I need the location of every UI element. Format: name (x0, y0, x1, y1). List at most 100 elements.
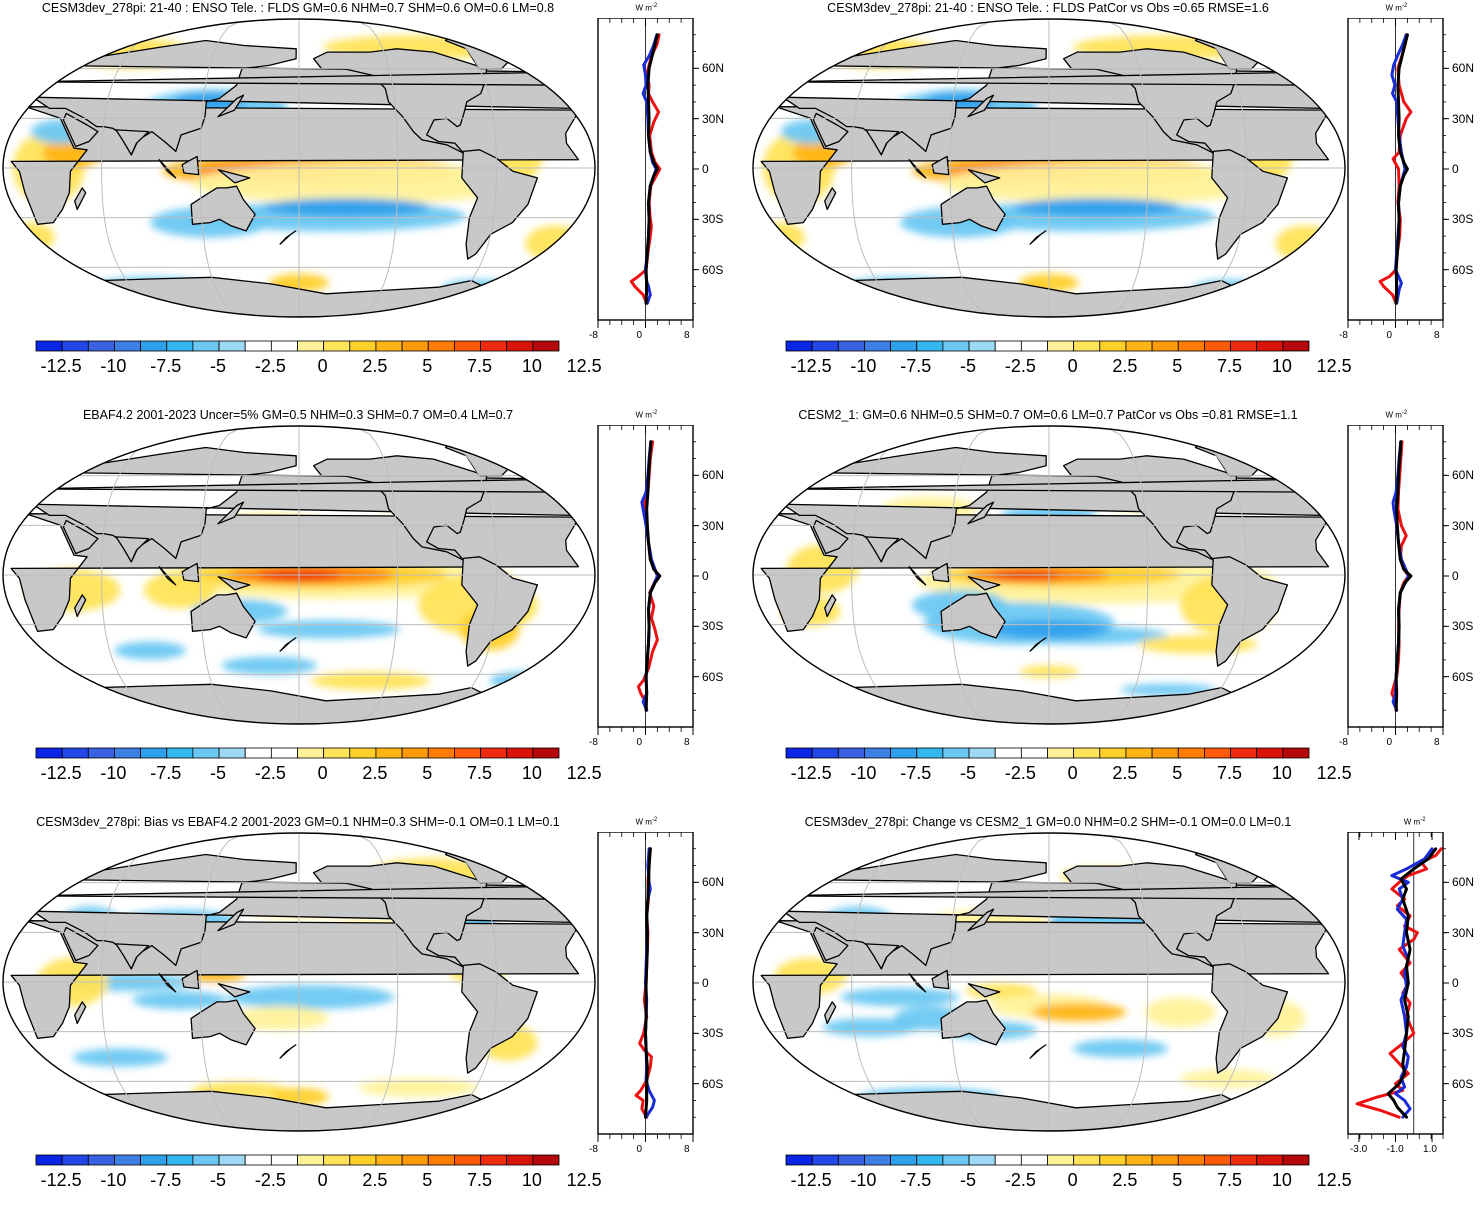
colorbar-tick-label: 12.5 (566, 763, 602, 783)
graticule-meridian (353, 833, 399, 1131)
profile-line-model (1390, 847, 1434, 1119)
unit-superscript: -2 (1401, 410, 1408, 416)
map-outline (752, 18, 1346, 318)
profile-y-tick-label: 0 (1452, 569, 1459, 583)
colorbar-segment (811, 340, 839, 352)
colorbar-segment (166, 1154, 194, 1166)
colorbar-segment (1177, 1154, 1205, 1166)
colorbar-tick-label: 0 (317, 356, 328, 376)
anomaly-blob (233, 1006, 329, 1031)
graticule-meridian (1157, 833, 1247, 1131)
anomaly-blob (257, 620, 401, 639)
colorbar-segment (270, 747, 298, 759)
colorbar-segment (1151, 1154, 1179, 1166)
colorbar-segment (1282, 340, 1310, 352)
world-map (1, 424, 597, 726)
world-map-svg (752, 18, 1346, 318)
colorbar-segment (61, 747, 89, 759)
colorbar-tick-label: 7.5 (1217, 1170, 1243, 1190)
land-polygon (181, 562, 200, 583)
land-polygon (1029, 637, 1047, 652)
land-polygon (74, 1001, 87, 1025)
graticule (753, 19, 1345, 317)
colorbar-segment (375, 340, 403, 352)
profile-x-tick-label: 0 (636, 737, 643, 748)
panel-title: CESM3dev_278pi: Change vs CESM2_1 GM=0.0… (804, 815, 1292, 829)
anomaly-blob (1072, 1039, 1169, 1058)
land-polygon (115, 943, 150, 970)
graticule (3, 833, 595, 1131)
colorbar-segment (1203, 1154, 1231, 1166)
land-polygon (74, 594, 87, 618)
colorbar-segment (890, 1154, 918, 1166)
colorbar-segment (1125, 747, 1153, 759)
colorbar-segment (35, 1154, 63, 1166)
land-polygon (967, 501, 995, 525)
profile-y-tick-label: 60N (702, 875, 725, 890)
colorbar-segment (837, 747, 865, 759)
graticule-meridian (407, 833, 497, 1131)
colorbar-segment (427, 1154, 455, 1166)
colorbar-segment (87, 340, 115, 352)
zonal-profile-plot (1347, 18, 1449, 328)
colorbar-segment (166, 747, 194, 759)
profile-unit-label: W m-2 (636, 817, 658, 827)
profile-unit-label: W m-2 (1386, 410, 1408, 420)
colorbar-segment (349, 1154, 377, 1166)
anomaly-blob (263, 198, 431, 217)
zonal-profile: 60N 30N 0 30S 60S -3.0 -1.0 1.0 W m-2 (1346, 817, 1483, 1164)
colorbar-tick-label: -2.5 (1004, 1170, 1036, 1190)
colorbar-segment (864, 1154, 891, 1166)
anomaly-blob (822, 1018, 918, 1037)
land-polygon (812, 926, 849, 962)
panel-1: CESM3dev_278pi: 21-40 : ENSO Tele. : FLD… (750, 0, 1483, 400)
colorbar-container: -12.5 -10 -7.5 -5 -2.5 0 2.5 5 7.5 10 12.5 (35, 747, 602, 787)
graticule-meridian (949, 426, 995, 724)
colorbar-segment (323, 747, 351, 759)
colorbar-tick-label: 7.5 (1217, 763, 1243, 783)
colorbar-tick-label: -12.5 (40, 763, 82, 783)
profile-y-tick-label: 0 (1452, 162, 1459, 176)
colorbar-segment (1282, 1154, 1310, 1166)
profile-x-tick-label: 8 (684, 1144, 690, 1155)
profile-x-tick-label: -8 (1339, 330, 1348, 341)
profile-y-tick-label: 30N (702, 518, 725, 533)
colorbar-segment (140, 747, 168, 759)
land-polygon (824, 187, 837, 211)
colorbar-segment (837, 340, 865, 352)
unit-superscript: -2 (1401, 3, 1408, 9)
graticule-meridian (101, 426, 191, 724)
colorbar-segment (1099, 340, 1127, 352)
profile-y-tick-label: 30S (1452, 619, 1474, 634)
profile-y-tick-label: 60S (1452, 262, 1474, 277)
profile-x-tick-label: -3.0 (1349, 1144, 1368, 1155)
land-polygon (940, 592, 1006, 639)
graticule-meridian (101, 19, 191, 317)
unit-superscript: -2 (1420, 817, 1426, 823)
land-polygon (812, 519, 849, 555)
colorbar-segment (1256, 1154, 1284, 1166)
colorbar-tick-label: 10 (1271, 763, 1292, 783)
zonal-profile-plot (597, 425, 699, 735)
colorbar-segment (1203, 747, 1231, 759)
panel-title: CESM3dev_278pi: 21-40 : ENSO Tele. : FLD… (41, 1, 555, 15)
colorbar-segment (35, 340, 63, 352)
colorbar-tick-label: -2.5 (1004, 356, 1036, 376)
anomaly-blob (840, 988, 960, 1007)
colorbar-segment (323, 340, 351, 352)
profile-x-tick-label: 0 (1386, 330, 1393, 341)
anomaly-blob (756, 222, 805, 253)
colorbar-segment (218, 1154, 246, 1166)
colorbar-segment (270, 1154, 298, 1166)
graticule-meridian (1103, 426, 1149, 724)
anomaly-blob (1144, 997, 1216, 1028)
profile-x-tick-label: 8 (684, 737, 690, 748)
colorbar-segment (532, 747, 560, 759)
map-outline (752, 832, 1346, 1132)
profile-x-tick-label: -8 (589, 1144, 598, 1155)
colorbar-segment (1125, 1154, 1153, 1166)
profile-y-tick-label: 60S (1452, 669, 1474, 684)
graticule (753, 833, 1345, 1131)
profile-line-baseline (1394, 440, 1413, 712)
colorbar (785, 1154, 1310, 1166)
